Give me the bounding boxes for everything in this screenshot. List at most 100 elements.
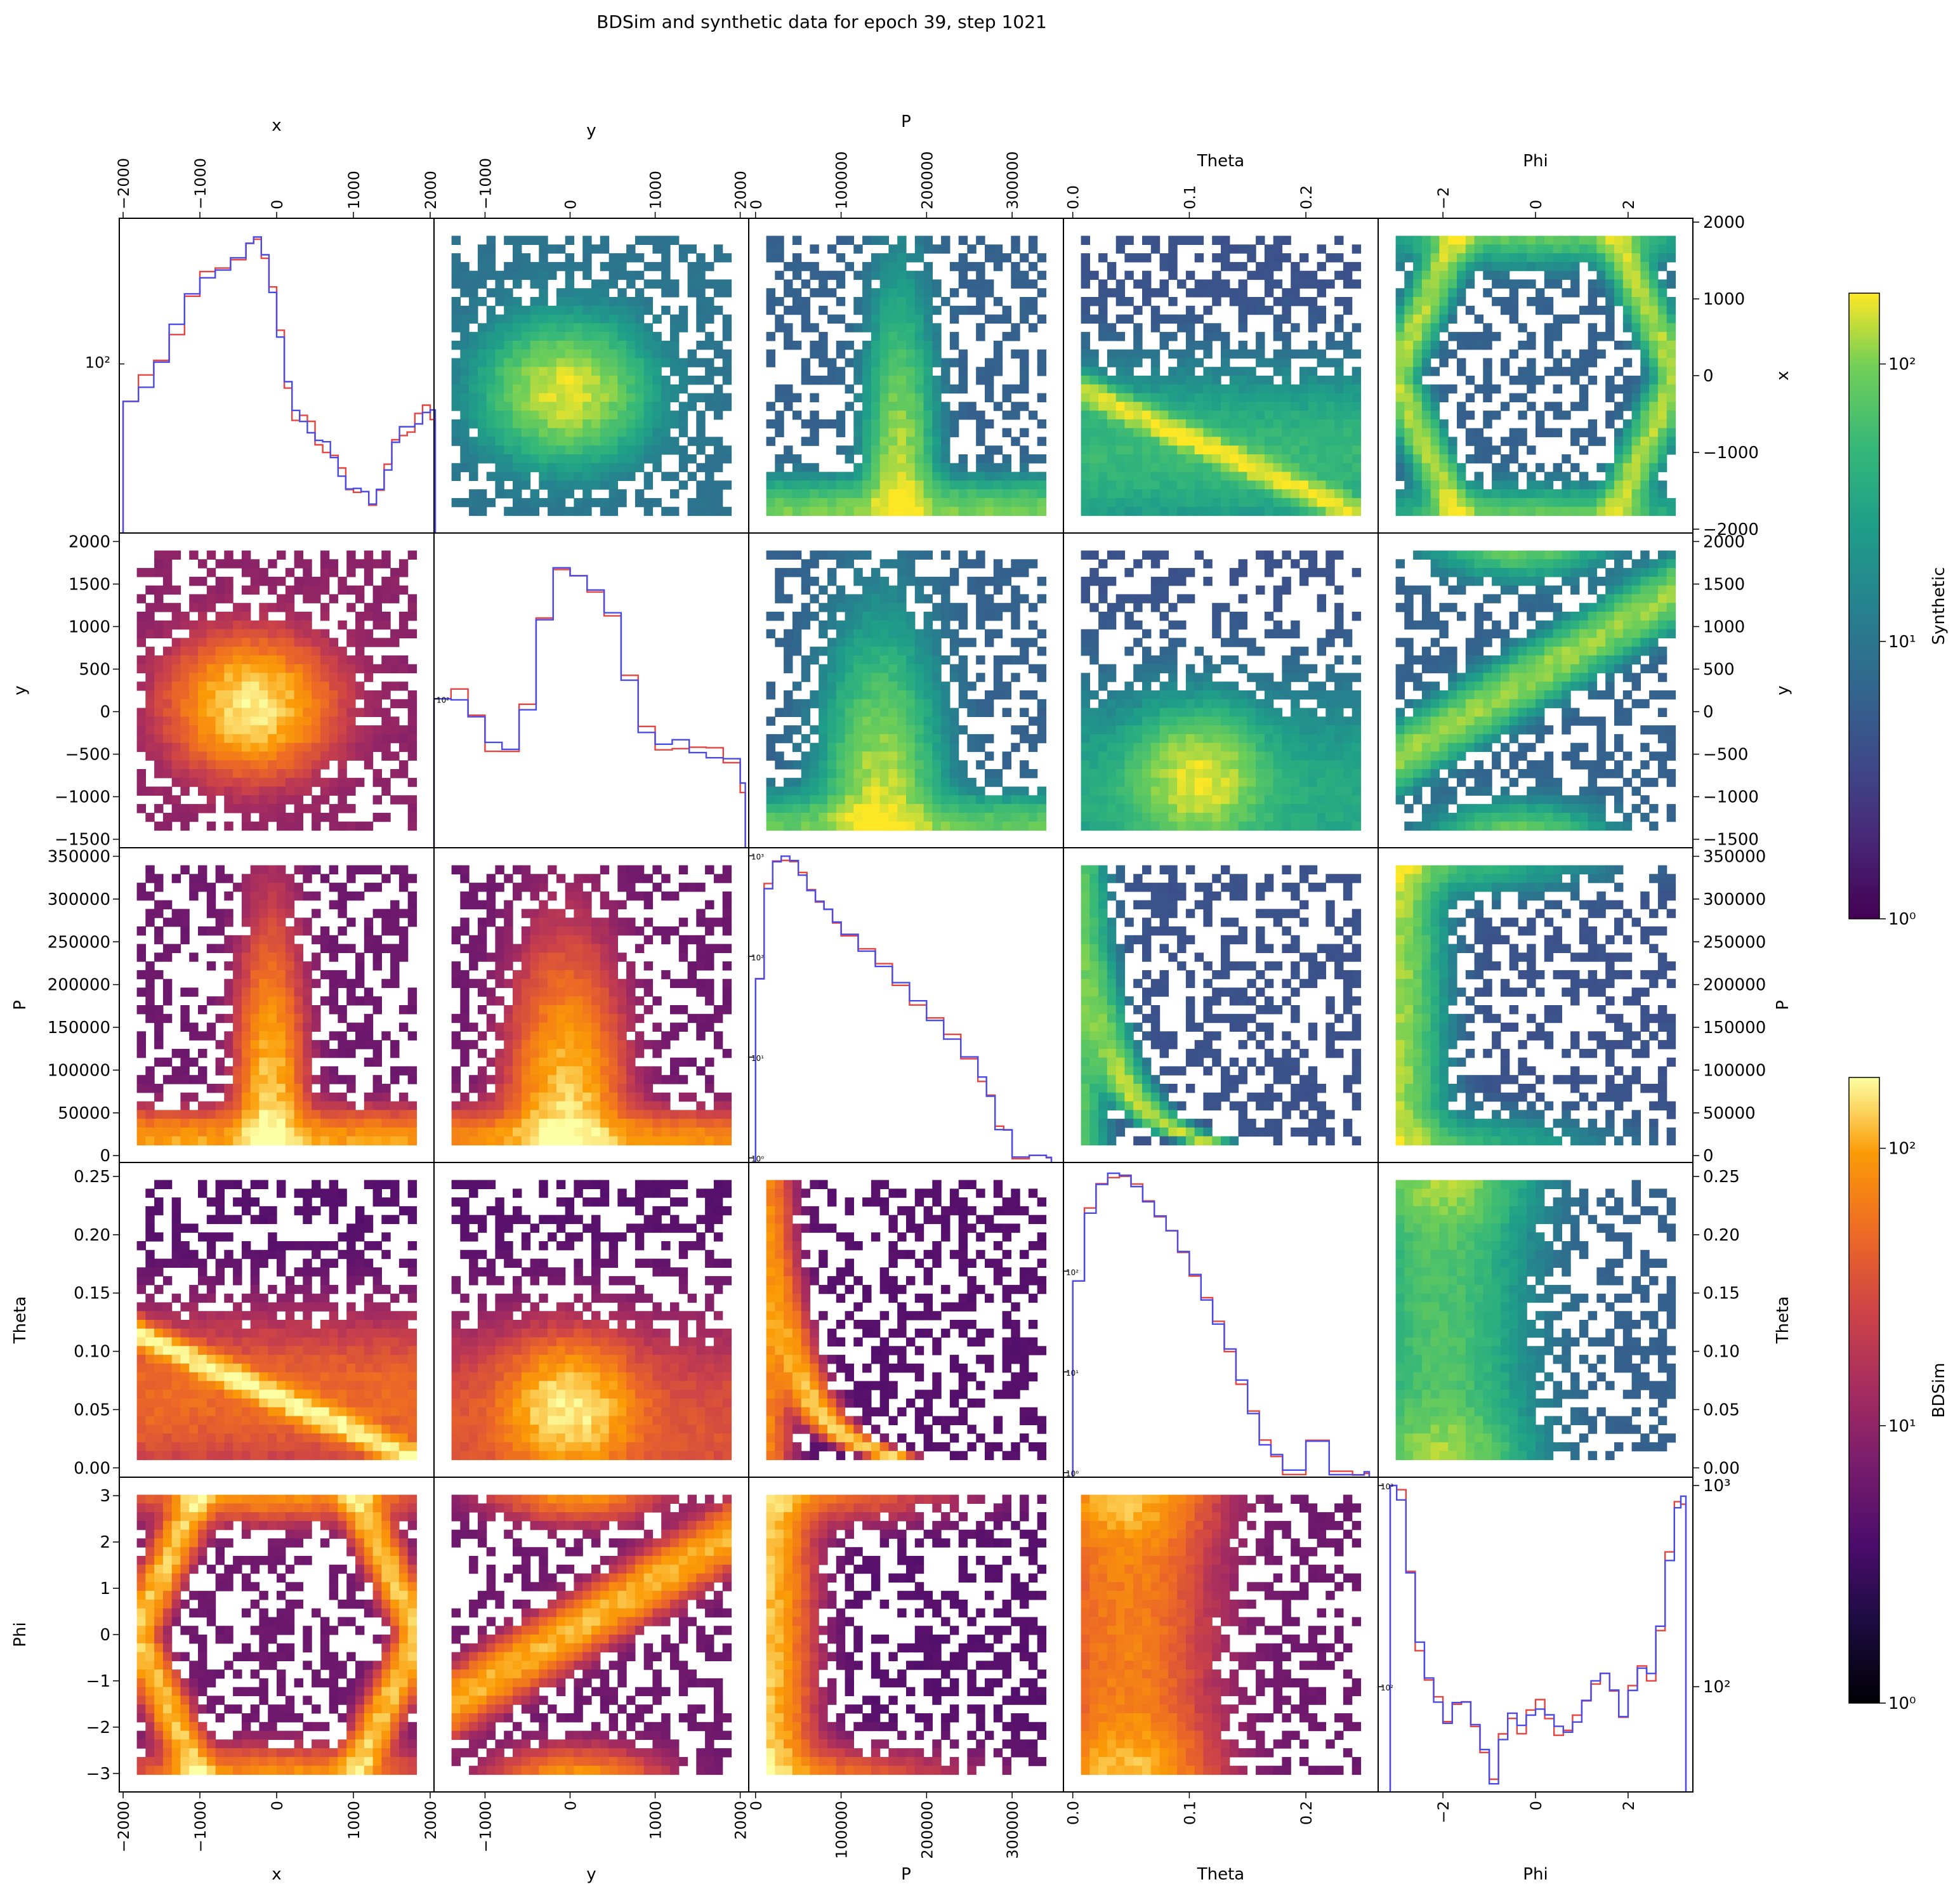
bdsim-bin [171, 760, 181, 770]
synthetic-bin [626, 384, 636, 394]
synthetic-bin [565, 384, 575, 394]
synthetic-bin [1291, 497, 1300, 508]
bdsim-bin [372, 777, 382, 787]
synthetic-bin [1002, 760, 1011, 770]
synthetic-bin [1544, 253, 1554, 263]
synthetic-bin [1133, 402, 1143, 411]
synthetic-bin [1159, 506, 1169, 517]
synthetic-bin [1465, 253, 1475, 263]
bdsim-bin [154, 681, 164, 691]
synthetic-bin [1185, 314, 1195, 324]
synthetic-bin [1622, 376, 1633, 385]
synthetic-bin [1649, 471, 1659, 481]
synthetic-bin [827, 568, 837, 577]
synthetic-bin [985, 489, 994, 499]
synthetic-bin [1588, 340, 1598, 350]
synthetic-bin [1404, 480, 1414, 490]
synthetic-bin [993, 629, 1003, 638]
synthetic-bin [1142, 690, 1152, 700]
synthetic-bin [1159, 489, 1169, 499]
synthetic-bin [871, 594, 881, 603]
synthetic-bin [914, 367, 924, 376]
synthetic-bin [1212, 489, 1221, 499]
synthetic-bin [836, 664, 846, 674]
synthetic-bin [1631, 305, 1641, 315]
bdsim-bin [233, 559, 242, 569]
bdsim-bin [372, 664, 382, 674]
synthetic-bin [993, 358, 1003, 367]
synthetic-bin [827, 244, 837, 254]
synthetic-bin [1474, 332, 1483, 341]
bdsim-bin [189, 699, 199, 709]
synthetic-bin [1238, 664, 1247, 674]
synthetic-bin [1395, 376, 1405, 385]
synthetic-bin [565, 323, 575, 332]
synthetic-bin [985, 288, 994, 298]
synthetic-bin [1212, 437, 1221, 446]
synthetic-bin [1150, 349, 1161, 359]
synthetic-bin [652, 349, 662, 359]
synthetic-bin [1124, 769, 1134, 779]
synthetic-bin [923, 699, 933, 709]
synthetic-bin [1448, 480, 1457, 490]
synthetic-bin [1649, 261, 1659, 272]
bdsim-bin [381, 620, 391, 630]
synthetic-bin [862, 393, 872, 402]
bdsim-bin [294, 769, 303, 779]
synthetic-bin [941, 603, 950, 612]
synthetic-bin [784, 638, 793, 647]
synthetic-bin [1325, 332, 1335, 341]
synthetic-bin [687, 402, 697, 411]
synthetic-bin [914, 463, 924, 473]
synthetic-bin [1631, 297, 1641, 306]
bdsim-bin [285, 699, 295, 709]
hist-ytick-label: 10² [437, 695, 449, 704]
synthetic-bin [906, 402, 916, 411]
synthetic-bin [1212, 480, 1221, 490]
bdsim-bin [277, 716, 286, 726]
synthetic-bin [608, 497, 618, 508]
synthetic-bin [504, 314, 513, 324]
synthetic-bin [617, 376, 627, 385]
synthetic-bin [504, 261, 513, 272]
synthetic-bin [923, 305, 933, 315]
synthetic-bin [1142, 681, 1152, 691]
synthetic-bin [810, 428, 819, 438]
synthetic-bin [1657, 367, 1667, 376]
synthetic-bin [871, 340, 881, 350]
synthetic-bin [1334, 411, 1344, 420]
synthetic-bin [958, 725, 968, 735]
synthetic-bin [801, 620, 811, 630]
synthetic-bin [451, 340, 461, 350]
synthetic-bin [565, 288, 575, 298]
synthetic-bin [1002, 332, 1011, 341]
synthetic-bin [687, 244, 697, 254]
synthetic-bin [967, 506, 977, 517]
synthetic-bin [1168, 402, 1178, 411]
synthetic-bin [1185, 428, 1195, 438]
synthetic-bin [958, 786, 968, 796]
bdsim-bin [294, 742, 303, 753]
synthetic-bin [1474, 235, 1483, 245]
synthetic-bin [862, 594, 872, 603]
synthetic-bin [932, 804, 942, 813]
synthetic-bin [1124, 612, 1134, 621]
synthetic-bin [1562, 367, 1571, 376]
bdsim-bin [303, 559, 312, 569]
synthetic-bin [1666, 297, 1676, 306]
synthetic-bin [652, 340, 662, 350]
synthetic-bin [871, 445, 881, 455]
synthetic-bin [1413, 358, 1423, 367]
synthetic-bin [1352, 384, 1362, 394]
synthetic-bin [906, 445, 916, 455]
synthetic-bin [713, 489, 723, 499]
bdsim-bin [338, 681, 347, 691]
synthetic-bin [1081, 471, 1090, 481]
synthetic-bin [1640, 402, 1650, 411]
bdsim-bin [250, 629, 260, 638]
synthetic-bin [1631, 323, 1641, 332]
synthetic-bin [504, 288, 513, 298]
synthetic-bin [1649, 314, 1659, 324]
synthetic-bin [1177, 742, 1187, 753]
bdsim-bin [398, 769, 409, 779]
